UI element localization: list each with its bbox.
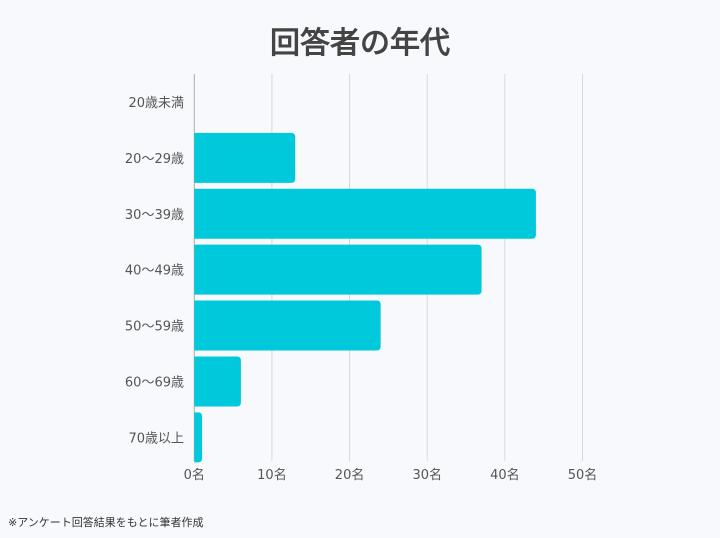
x-tick-label: 30名 — [412, 467, 442, 483]
x-tick-label: 50名 — [568, 467, 598, 483]
x-tick-label: 10名 — [257, 467, 287, 483]
bar — [194, 132, 296, 183]
y-tick-label: 70歳以上 — [128, 431, 184, 446]
y-tick-label: 30〜39歳 — [125, 208, 184, 223]
bar — [194, 244, 482, 295]
y-tick-label: 40〜49歳 — [125, 264, 184, 279]
y-tick-label: 20歳未満 — [128, 96, 184, 111]
bar — [194, 188, 536, 239]
y-tick-label: 50〜59歳 — [125, 320, 184, 335]
chart-title: 回答者の年代 — [270, 26, 450, 61]
bar — [194, 356, 241, 407]
footnote: ※アンケート回答結果をもとに筆者作成 — [8, 516, 204, 529]
x-tick-label: 20名 — [335, 467, 365, 483]
bar — [194, 412, 203, 463]
y-tick-label: 60〜69歳 — [125, 375, 184, 390]
x-tick-label: 0名 — [184, 467, 205, 483]
x-tick-label: 40名 — [490, 467, 520, 483]
y-tick-label: 20〜29歳 — [125, 152, 184, 167]
bar — [194, 300, 381, 351]
